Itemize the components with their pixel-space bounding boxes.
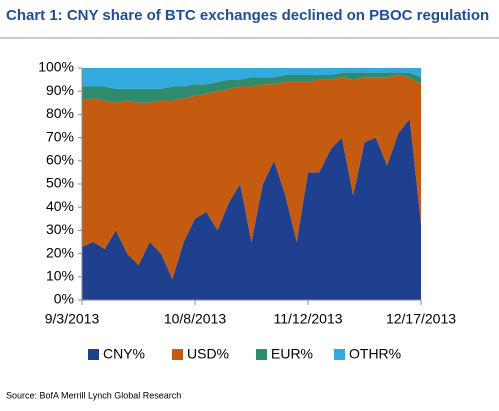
x-tick-label: 9/3/2013 (45, 311, 100, 327)
legend-label: EUR% (271, 346, 313, 362)
x-tick-label: 12/17/2013 (386, 311, 456, 327)
y-tick-label: 80% (46, 105, 74, 121)
legend-label: OTHR% (349, 346, 401, 362)
y-tick-label: 50% (46, 175, 74, 191)
area (82, 74, 421, 280)
y-tick-label: 20% (46, 244, 74, 260)
y-tick-label: 40% (46, 198, 74, 214)
y-tick-label: 60% (46, 152, 74, 168)
x-tick-label: 10/8/2013 (164, 311, 226, 327)
area (82, 68, 421, 89)
legend-swatch (88, 349, 99, 360)
legend-label: CNY% (103, 346, 145, 362)
y-tick-label: 100% (38, 59, 74, 75)
legend-swatch (172, 349, 183, 360)
y-tick-label: 90% (46, 82, 74, 98)
y-tick-label: 70% (46, 128, 74, 144)
legend-swatch (256, 349, 267, 360)
y-tick-label: 0% (54, 291, 74, 307)
legend-label: USD% (187, 346, 229, 362)
x-tick-label: 11/12/2013 (273, 311, 342, 327)
y-tick-label: 30% (46, 221, 74, 237)
source-note: Source: BofA Merrill Lynch Global Resear… (6, 390, 181, 400)
area (82, 72, 421, 103)
y-tick-label: 10% (46, 268, 74, 284)
area (82, 119, 421, 300)
legend-swatch (334, 349, 345, 360)
chart-title: Chart 1: CNY share of BTC exchanges decl… (6, 7, 489, 24)
